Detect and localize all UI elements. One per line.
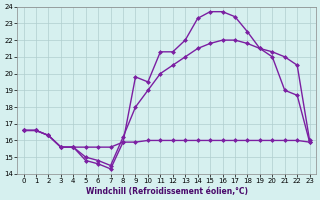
X-axis label: Windchill (Refroidissement éolien,°C): Windchill (Refroidissement éolien,°C)	[85, 187, 248, 196]
